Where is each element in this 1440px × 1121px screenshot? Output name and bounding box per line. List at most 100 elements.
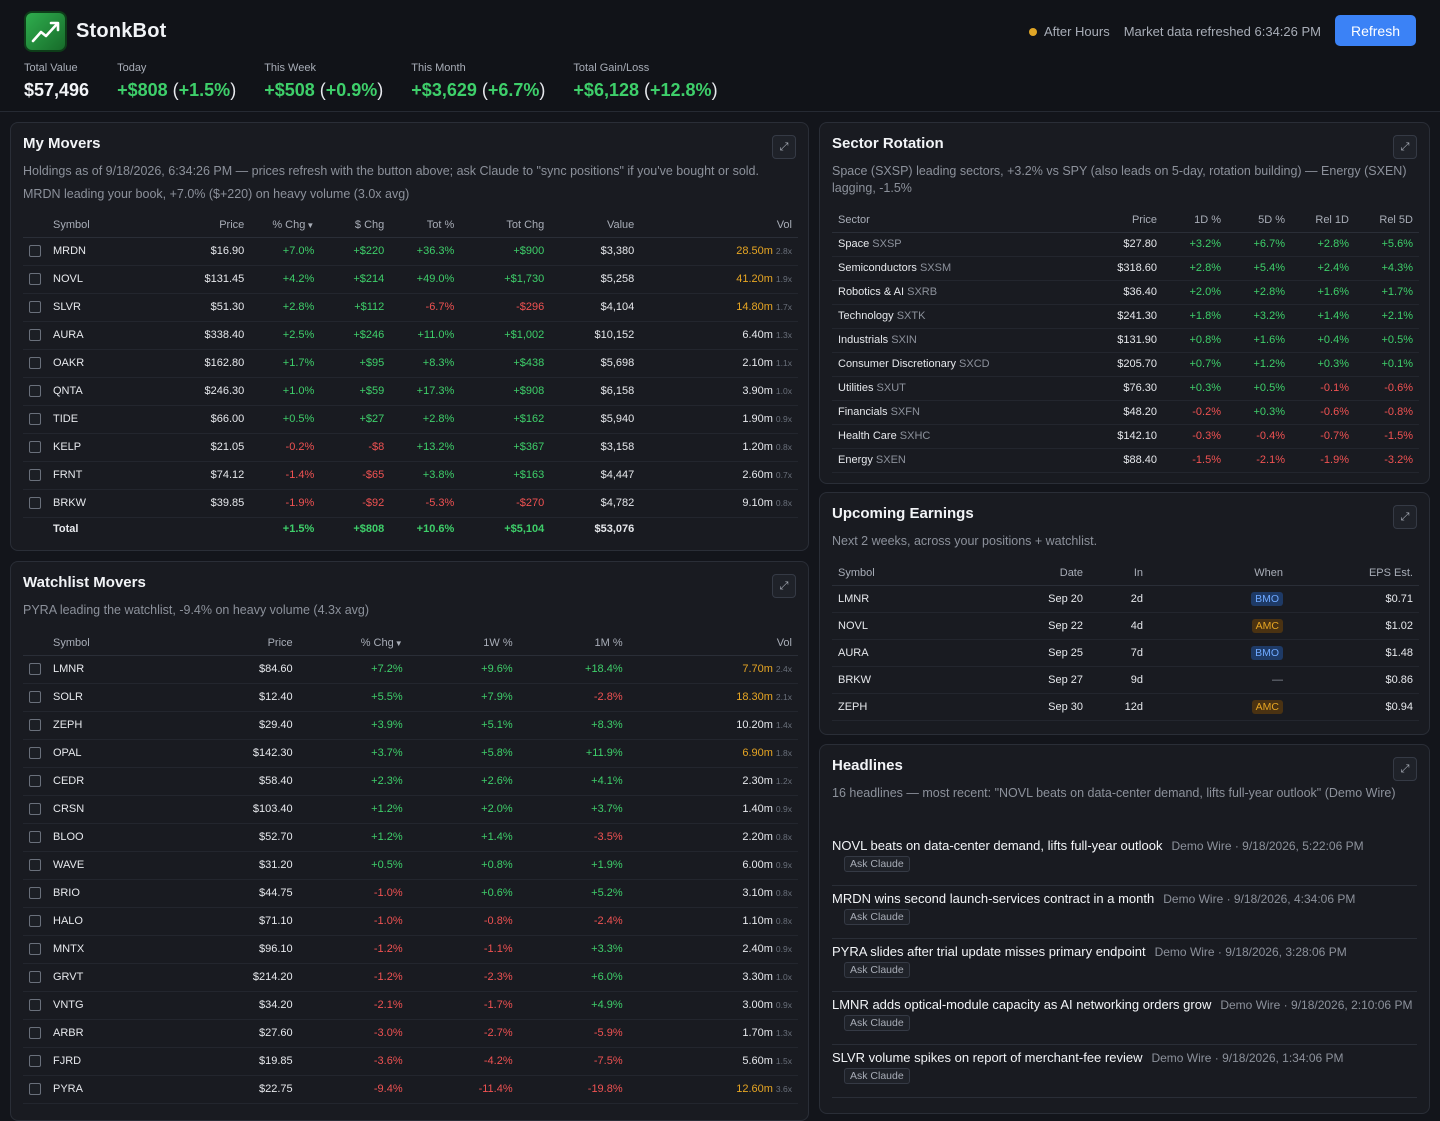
sector-row[interactable]: Consumer Discretionary SXCD $205.70 +0.7% +… xyxy=(832,352,1419,377)
row-checkbox[interactable] xyxy=(29,663,41,676)
watchlist-row[interactable]: CRSN $103.40 +1.2% +2.0% +3.7% 1.40m 0.9x xyxy=(23,795,798,824)
headline-title[interactable]: NOVL beats on data-center demand, lifts … xyxy=(832,838,1163,853)
watchlist-row[interactable]: PYRA $22.75 -9.4% -11.4% -19.8% 12.60m 3.6x xyxy=(23,1075,798,1104)
expand-icon[interactable]: ⤢ xyxy=(772,135,796,159)
holding-row[interactable]: KELP $21.05 -0.2% -$8 +13.2% +$367 $3,158 1.20m… xyxy=(23,433,798,462)
symbol[interactable]: HALO xyxy=(47,907,169,936)
column-header[interactable]: % Chg▼ xyxy=(250,213,321,238)
symbol[interactable]: MRDN xyxy=(47,237,161,266)
holding-row[interactable]: TIDE $66.00 +0.5% +$27 +2.8% +$162 $5,940 1.90m… xyxy=(23,405,798,434)
ask-claude-button[interactable]: Ask Claude xyxy=(844,856,910,872)
column-header[interactable]: Tot Chg xyxy=(460,213,551,238)
symbol[interactable]: KELP xyxy=(47,433,161,462)
symbol[interactable]: ARBR xyxy=(47,1019,169,1048)
watchlist-row[interactable]: CEDR $58.40 +2.3% +2.6% +4.1% 2.30m 1.2x xyxy=(23,767,798,796)
watchlist-row[interactable]: VNTG $34.20 -2.1% -1.7% +4.9% 3.00m 0.9x xyxy=(23,991,798,1020)
watchlist-row[interactable]: BRIO $44.75 -1.0% +0.6% +5.2% 3.10m 0.8x xyxy=(23,879,798,908)
expand-icon[interactable]: ⤢ xyxy=(1393,505,1417,529)
sector-row[interactable]: Robotics & AI SXRB $36.40 +2.0% +2.8% +1.6% +… xyxy=(832,280,1419,305)
headline-title[interactable]: MRDN wins second launch-services contrac… xyxy=(832,891,1155,906)
column-header[interactable]: In xyxy=(1089,561,1149,586)
column-header[interactable]: Symbol xyxy=(47,631,169,656)
column-header[interactable]: Vol xyxy=(628,631,798,656)
row-checkbox[interactable] xyxy=(29,469,41,482)
sector-row[interactable]: Financials SXFN $48.20 -0.2% +0.3% -0.6% -0.8… xyxy=(832,400,1419,425)
expand-icon[interactable]: ⤢ xyxy=(1393,135,1417,159)
holding-row[interactable]: NOVL $131.45 +4.2% +$214 +49.0% +$1,730 $5,258… xyxy=(23,265,798,294)
row-checkbox[interactable] xyxy=(29,999,41,1012)
symbol[interactable]: NOVL xyxy=(47,265,161,294)
ask-claude-button[interactable]: Ask Claude xyxy=(844,1068,910,1084)
column-header[interactable]: Sector xyxy=(832,208,1073,233)
holding-row[interactable]: BRKW $39.85 -1.9% -$92 -5.3% -$270 $4,782 9.10m… xyxy=(23,489,798,518)
expand-icon[interactable]: ⤢ xyxy=(772,574,796,598)
earnings-row[interactable]: NOVL Sep 22 4d AMC $1.02 xyxy=(832,612,1419,640)
symbol[interactable]: FJRD xyxy=(47,1047,169,1076)
row-checkbox[interactable] xyxy=(29,441,41,454)
sector-row[interactable]: Technology SXTK $241.30 +1.8% +3.2% +1.4% +2.… xyxy=(832,304,1419,329)
symbol[interactable]: FRNT xyxy=(47,461,161,490)
column-header[interactable]: 1W % xyxy=(408,631,519,656)
holding-row[interactable]: SLVR $51.30 +2.8% +$112 -6.7% -$296 $4,104 14.8… xyxy=(23,293,798,322)
row-checkbox[interactable] xyxy=(29,413,41,426)
row-checkbox[interactable] xyxy=(29,691,41,704)
ask-claude-button[interactable]: Ask Claude xyxy=(844,909,910,925)
row-checkbox[interactable] xyxy=(29,1027,41,1040)
row-checkbox[interactable] xyxy=(29,329,41,342)
symbol[interactable]: WAVE xyxy=(47,851,169,880)
row-checkbox[interactable] xyxy=(29,747,41,760)
watchlist-row[interactable]: HALO $71.10 -1.0% -0.8% -2.4% 1.10m 0.8x xyxy=(23,907,798,936)
symbol[interactable]: SOLR xyxy=(47,683,169,712)
symbol[interactable]: QNTA xyxy=(47,377,161,406)
earnings-row[interactable]: BRKW Sep 27 9d — $0.86 xyxy=(832,666,1419,694)
holding-row[interactable]: AURA $338.40 +2.5% +$246 +11.0% +$1,002 $10,15… xyxy=(23,321,798,350)
symbol[interactable]: OPAL xyxy=(47,739,169,768)
column-header[interactable]: When xyxy=(1149,561,1289,586)
column-header[interactable]: 1M % xyxy=(518,631,629,656)
column-header[interactable]: Rel 5D xyxy=(1355,208,1419,233)
watchlist-row[interactable]: WAVE $31.20 +0.5% +0.8% +1.9% 6.00m 0.9x xyxy=(23,851,798,880)
symbol[interactable]: CEDR xyxy=(47,767,169,796)
row-checkbox[interactable] xyxy=(29,943,41,956)
row-checkbox[interactable] xyxy=(29,887,41,900)
symbol[interactable]: OAKR xyxy=(47,349,161,378)
watchlist-row[interactable]: FJRD $19.85 -3.6% -4.2% -7.5% 5.60m 1.5x xyxy=(23,1047,798,1076)
symbol[interactable]: ZEPH xyxy=(832,693,963,721)
row-checkbox[interactable] xyxy=(29,301,41,314)
sector-row[interactable]: Industrials SXIN $131.90 +0.8% +1.6% +0.4% +0… xyxy=(832,328,1419,353)
row-checkbox[interactable] xyxy=(29,273,41,286)
row-checkbox[interactable] xyxy=(29,1083,41,1096)
headline-title[interactable]: LMNR adds optical-module capacity as AI … xyxy=(832,997,1212,1012)
column-header[interactable]: Vol xyxy=(640,213,798,238)
symbol[interactable]: VNTG xyxy=(47,991,169,1020)
watchlist-row[interactable]: OPAL $142.30 +3.7% +5.8% +11.9% 6.90m 1.8x xyxy=(23,739,798,768)
column-header[interactable]: Price xyxy=(1073,208,1163,233)
watchlist-row[interactable]: GRVT $214.20 -1.2% -2.3% +6.0% 3.30m 1.0x xyxy=(23,963,798,992)
watchlist-row[interactable]: SOLR $12.40 +5.5% +7.9% -2.8% 18.30m 2.1x xyxy=(23,683,798,712)
headline-title[interactable]: SLVR volume spikes on report of merchant… xyxy=(832,1050,1143,1065)
sector-row[interactable]: Utilities SXUT $76.30 +0.3% +0.5% -0.1% -0.6% xyxy=(832,376,1419,401)
row-checkbox[interactable] xyxy=(29,859,41,872)
sector-row[interactable]: Health Care SXHC $142.10 -0.3% -0.4% -0.7% -1… xyxy=(832,424,1419,449)
ask-claude-button[interactable]: Ask Claude xyxy=(844,1015,910,1031)
ask-claude-button[interactable]: Ask Claude xyxy=(844,962,910,978)
holding-row[interactable]: MRDN $16.90 +7.0% +$220 +36.3% +$900 $3,380 28.… xyxy=(23,237,798,266)
column-header[interactable]: Symbol xyxy=(832,561,963,586)
symbol[interactable]: TIDE xyxy=(47,405,161,434)
symbol[interactable]: AURA xyxy=(832,639,963,667)
symbol[interactable]: AURA xyxy=(47,321,161,350)
symbol[interactable]: BRKW xyxy=(832,666,963,694)
sector-row[interactable]: Semiconductors SXSM $318.60 +2.8% +5.4% +2.4… xyxy=(832,256,1419,281)
row-checkbox[interactable] xyxy=(29,497,41,510)
column-header[interactable]: EPS Est. xyxy=(1289,561,1419,586)
holding-row[interactable]: QNTA $246.30 +1.0% +$59 +17.3% +$908 $6,158 3.9… xyxy=(23,377,798,406)
column-header[interactable]: % Chg▼ xyxy=(298,631,409,656)
earnings-row[interactable]: LMNR Sep 20 2d BMO $0.71 xyxy=(832,585,1419,613)
symbol[interactable]: ZEPH xyxy=(47,711,169,740)
row-checkbox[interactable] xyxy=(29,245,41,258)
symbol[interactable]: BRIO xyxy=(47,879,169,908)
row-checkbox[interactable] xyxy=(29,915,41,928)
column-header[interactable]: Tot % xyxy=(390,213,461,238)
column-header[interactable]: 5D % xyxy=(1227,208,1291,233)
column-header[interactable]: 1D % xyxy=(1163,208,1227,233)
